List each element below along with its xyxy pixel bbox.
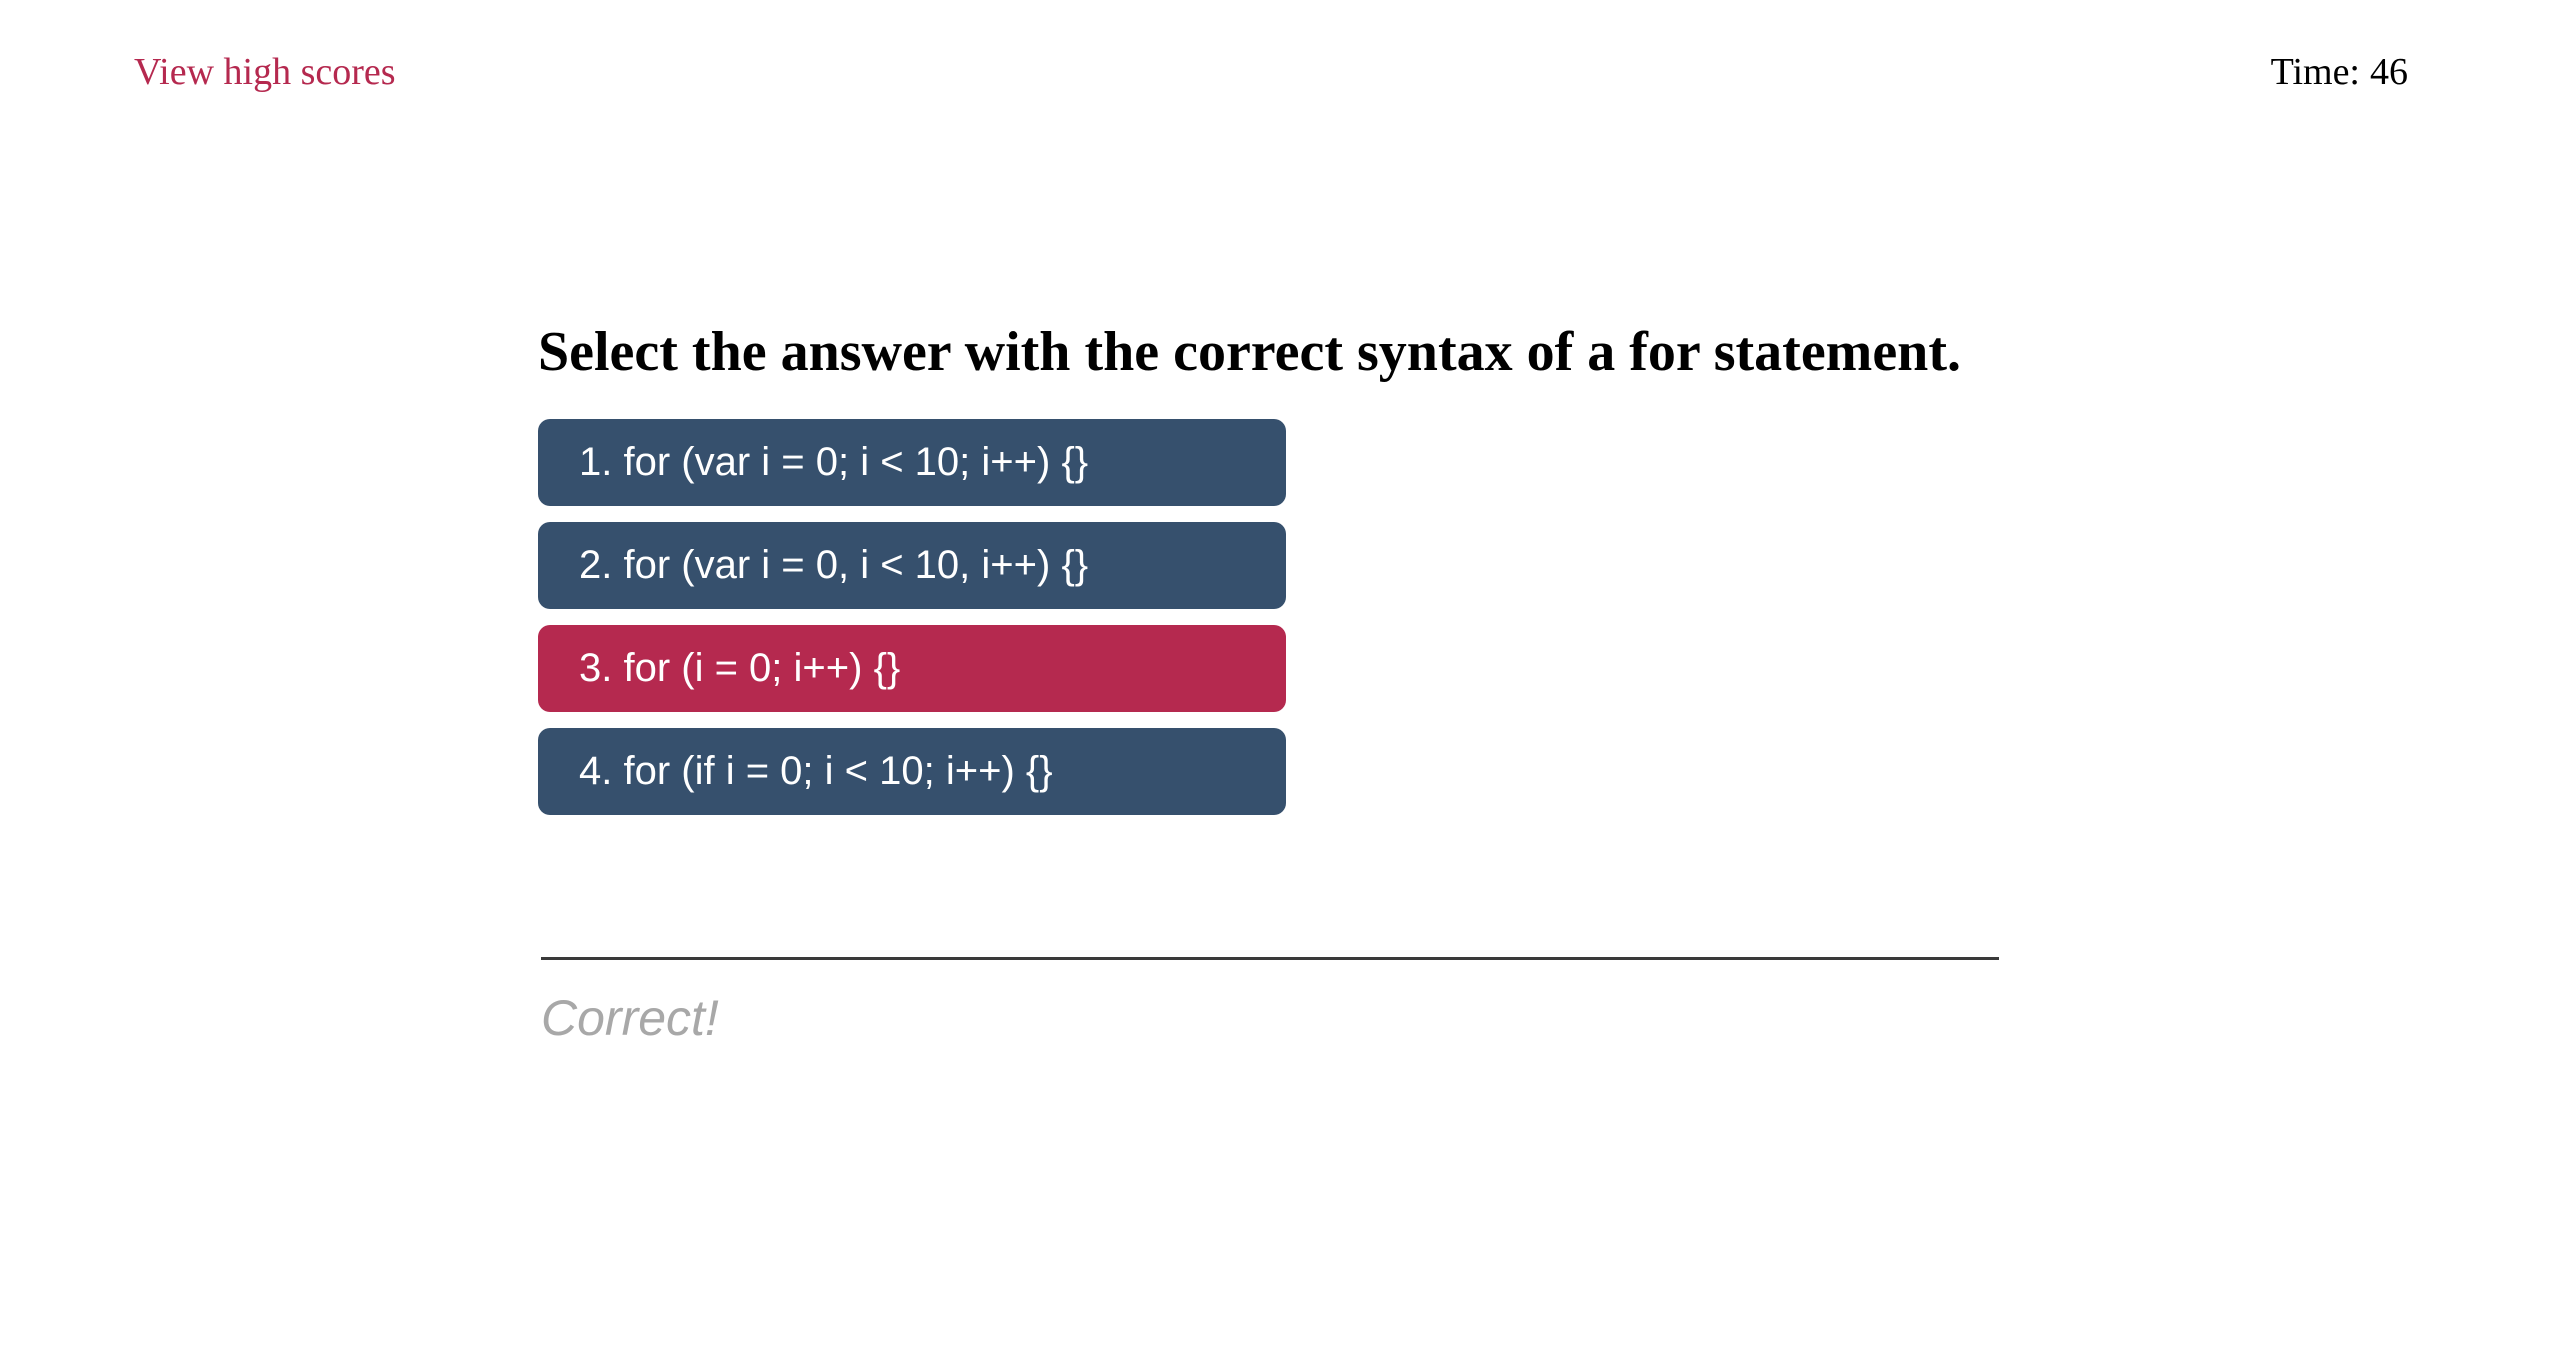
feedback-divider <box>541 957 1999 960</box>
feedback-message: Correct! <box>541 990 719 1046</box>
timer-value: 46 <box>2370 51 2408 93</box>
answer-button-2[interactable]: 2. for (var i = 0, i < 10, i++) {} <box>538 522 1286 609</box>
answer-list: 1. for (var i = 0; i < 10; i++) {} 2. fo… <box>538 419 1998 815</box>
answer-button-4[interactable]: 4. for (if i = 0; i < 10; i++) {} <box>538 728 1286 815</box>
timer-label: Time: <box>2270 51 2360 93</box>
answer-button-3[interactable]: 3. for (i = 0; i++) {} <box>538 625 1286 712</box>
answer-button-1[interactable]: 1. for (var i = 0; i < 10; i++) {} <box>538 419 1286 506</box>
view-high-scores-link[interactable]: View high scores <box>134 51 396 93</box>
question-title: Select the answer with the correct synta… <box>538 321 1961 383</box>
timer: Time: 46 <box>2271 46 2408 98</box>
quiz-card: Select the answer with the correct synta… <box>538 322 1998 831</box>
